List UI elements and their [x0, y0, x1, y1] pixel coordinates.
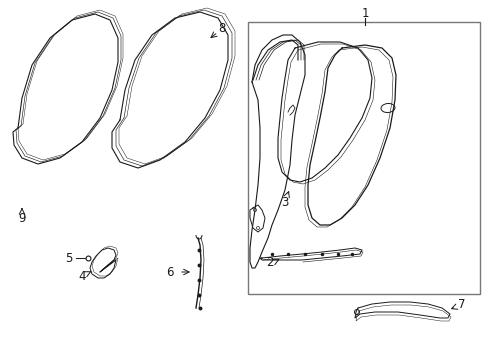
- Text: 1: 1: [361, 6, 368, 19]
- Text: 6: 6: [166, 266, 173, 279]
- Text: 2: 2: [265, 256, 273, 270]
- Text: 4: 4: [78, 270, 85, 283]
- Bar: [247, 22, 479, 294]
- Text: 8: 8: [218, 22, 225, 35]
- Text: 5: 5: [64, 252, 72, 265]
- Text: 3: 3: [281, 195, 288, 208]
- Text: 9: 9: [18, 212, 26, 225]
- Text: 7: 7: [457, 298, 465, 311]
